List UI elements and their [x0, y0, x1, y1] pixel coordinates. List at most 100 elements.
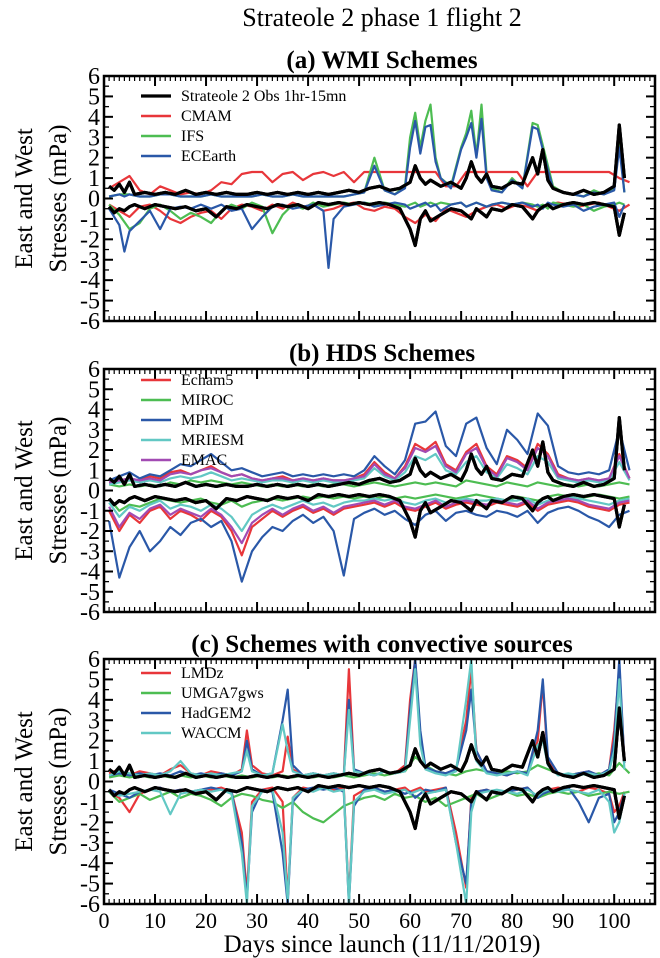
- y-tick-label: 1: [88, 749, 100, 775]
- panel-2: (b) HDS Schemes East and West Stresses (mP…: [11, 340, 657, 626]
- y-tick-label: -6: [80, 892, 100, 918]
- x-tick-label: 100: [598, 908, 631, 933]
- y-tick-label: -6: [80, 600, 100, 626]
- legend-label: WACCM: [181, 725, 241, 742]
- legend-label: ECEarth: [181, 148, 236, 165]
- series-line-umga7gws-west: [108, 790, 630, 824]
- legend-label: LMDz: [181, 665, 224, 682]
- y-tick-label: -2: [80, 810, 100, 836]
- series-line-obs-top: [108, 706, 626, 780]
- y-tick-label: 0: [88, 770, 100, 796]
- panel-title: (c) Schemes with convective sources: [191, 631, 573, 658]
- y-tick-label: 2: [88, 438, 100, 464]
- y-axis-label: Stresses (mPa): [45, 708, 72, 856]
- x-tick-label: 20: [195, 908, 217, 933]
- y-tick-label: -1: [80, 499, 100, 525]
- x-tick-label: 40: [297, 908, 319, 933]
- y-tick-label: -5: [80, 289, 100, 315]
- series-line-emac-east: [108, 444, 631, 484]
- series-line-obs-top: [108, 123, 626, 196]
- y-tick-label: 3: [88, 708, 100, 734]
- y-tick-label: 0: [88, 187, 100, 213]
- series-line-echam5-west: [108, 499, 630, 557]
- y-tick-label: -5: [80, 872, 100, 898]
- series-line-lmdz-west: [108, 786, 626, 902]
- y-tick-label: 5: [88, 84, 100, 110]
- y-tick-label: 5: [88, 667, 100, 693]
- series-line-ecearth-west: [108, 201, 626, 269]
- panel-3: (c) Schemes with convective sources East …: [11, 631, 657, 933]
- y-tick-label: 2: [88, 146, 100, 172]
- legend-label: CMAM: [181, 108, 232, 125]
- y-tick-label: -1: [80, 790, 100, 816]
- y-tick-label: 3: [88, 418, 100, 444]
- legend-label: UMGA7gws: [181, 685, 264, 702]
- y-tick-label: -3: [80, 539, 100, 565]
- y-tick-label: 0: [88, 479, 100, 505]
- y-axis-label: Stresses (mPa): [45, 125, 72, 273]
- plot-area: [107, 410, 631, 583]
- series-line-ifs-west: [108, 201, 625, 235]
- y-tick-label: -2: [80, 227, 100, 253]
- legend-label: EMAC: [181, 452, 227, 469]
- legend-label: MPIM: [181, 412, 224, 429]
- y-tick-label: 2: [88, 729, 100, 755]
- series-line-mpim-west: [108, 505, 630, 583]
- x-tick-label: 30: [246, 908, 268, 933]
- plot-area: [107, 659, 631, 904]
- panel-title: (b) HDS Schemes: [289, 340, 475, 367]
- legend-label: Strateole 2 Obs 1hr-15mn: [181, 88, 346, 105]
- x-tick-label: 10: [144, 908, 166, 933]
- series-line-ecearth-east: [108, 117, 626, 198]
- x-tick-label: 0: [99, 908, 110, 933]
- y-tick-label: 1: [88, 166, 100, 192]
- x-tick-label: 70: [450, 908, 472, 933]
- y-tick-label: 5: [88, 377, 100, 403]
- plot-area: [107, 103, 631, 269]
- y-tick-label: 3: [88, 125, 100, 151]
- series-line-mriesm-west: [108, 495, 630, 533]
- y-tick-label: 6: [88, 64, 100, 90]
- y-axis-label: East and West: [11, 420, 38, 561]
- series-line-miroc-east: [108, 479, 630, 488]
- y-tick-label: -3: [80, 248, 100, 274]
- y-tick-label: -4: [80, 268, 100, 294]
- x-axis-label: Days since launch (11/11/2019): [224, 931, 541, 958]
- series-line-mriesm-east: [108, 452, 631, 486]
- legend-label: MIROC: [181, 392, 233, 409]
- x-tick-label: 80: [501, 908, 523, 933]
- legend-label: MRIESM: [181, 432, 244, 449]
- y-tick-label: -6: [80, 309, 100, 335]
- y-tick-label: 4: [88, 398, 100, 424]
- y-tick-label: -2: [80, 519, 100, 545]
- series-line-hadgem2-west: [108, 786, 626, 904]
- y-tick-label: 1: [88, 458, 100, 484]
- series-line-emac-west: [108, 497, 630, 545]
- y-tick-label: -4: [80, 560, 100, 586]
- panel-title: (a) WMI Schemes: [286, 47, 477, 74]
- panel-1: (a) WMI Schemes East and West Stresses (mP…: [11, 47, 657, 335]
- x-tick-label: 50: [348, 908, 370, 933]
- x-tick-label: 60: [399, 908, 421, 933]
- series-line-obs-top: [107, 201, 626, 248]
- series-line-mpim-east: [108, 410, 631, 482]
- x-tick-label: 90: [552, 908, 574, 933]
- y-tick-label: 4: [88, 105, 100, 131]
- y-axis-label: Stresses (mPa): [45, 417, 72, 565]
- panels: (a) WMI Schemes East and West Stresses (mP…: [11, 47, 657, 933]
- series-line-obs-top: [108, 416, 626, 488]
- series-line-obs-top: [107, 783, 626, 831]
- legend-label: HadGEM2: [181, 705, 251, 722]
- y-tick-label: -1: [80, 207, 100, 233]
- y-tick-label: 4: [88, 688, 100, 714]
- y-axis-label: East and West: [11, 711, 38, 852]
- series-line-obs-top: [107, 493, 626, 539]
- y-tick-label: 6: [88, 357, 100, 383]
- y-axis-label: East and West: [11, 128, 38, 269]
- y-tick-label: 6: [88, 647, 100, 673]
- y-tick-label: -3: [80, 831, 100, 857]
- legend-label: Echam5: [181, 372, 233, 389]
- y-tick-label: -4: [80, 851, 100, 877]
- series-line-waccm-west: [108, 786, 626, 904]
